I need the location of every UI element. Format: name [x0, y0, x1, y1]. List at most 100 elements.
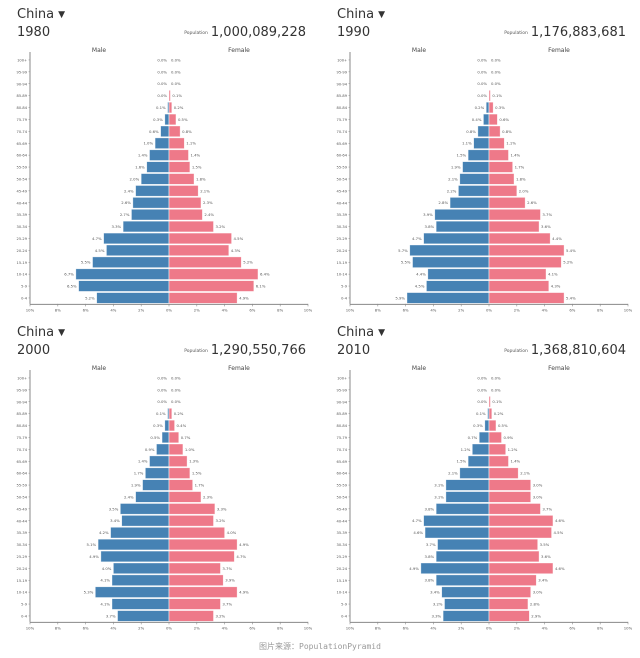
male-value-label: 0.3% — [473, 423, 483, 428]
x-tick-label: 2% — [514, 625, 520, 630]
age-group-label: 70-74 — [17, 448, 28, 452]
x-tick-label: 6% — [249, 625, 255, 630]
female-value-label: 0.0% — [171, 399, 181, 404]
male-bar — [435, 574, 490, 586]
male-value-label: 2.1% — [448, 471, 458, 476]
female-value-label: 1.7% — [515, 164, 525, 169]
dropdown-caret-icon: ▼ — [378, 10, 386, 20]
country-selector[interactable]: China ▼ — [17, 325, 65, 340]
female-bar — [168, 407, 173, 420]
year-label: 1980 — [17, 25, 51, 40]
age-group-label: 5-9 — [21, 603, 28, 607]
x-tick-label: 10% — [624, 625, 633, 630]
male-bar — [135, 491, 170, 503]
male-bar — [95, 586, 170, 598]
country-selector[interactable]: China ▼ — [337, 325, 385, 340]
female-value-label: 4.9% — [239, 590, 249, 595]
female-value-label: 3.6% — [541, 554, 551, 559]
male-value-label: 0.0% — [477, 399, 487, 404]
country-selector[interactable]: China ▼ — [17, 7, 65, 22]
female-value-label: 0.8% — [502, 129, 512, 134]
age-group-label: 85-89 — [337, 94, 348, 98]
male-bar — [117, 610, 170, 622]
age-group-label: 100+ — [337, 58, 347, 62]
female-value-label: 3.2% — [215, 224, 225, 229]
female-bar — [168, 292, 238, 304]
population-label: Population — [504, 31, 528, 36]
year-label: 2000 — [17, 343, 51, 358]
x-tick-label: 4% — [222, 307, 228, 312]
male-value-label: 1.2% — [461, 447, 471, 452]
male-value-label: 4.5% — [415, 283, 425, 288]
male-bar — [412, 256, 490, 268]
female-value-label: 2.6% — [527, 200, 537, 205]
female-bar — [488, 149, 509, 161]
country-name: China — [17, 325, 55, 340]
age-group-label: 15-19 — [337, 261, 348, 265]
population-readout: Population 1,000,089,228 — [184, 25, 306, 40]
female-value-label: 1.2% — [508, 447, 518, 452]
male-bar — [132, 197, 170, 209]
age-group-label: 20-24 — [17, 567, 28, 571]
male-value-label: 3.1% — [434, 482, 444, 487]
male-bar — [146, 161, 170, 173]
country-selector[interactable]: China ▼ — [337, 7, 385, 22]
female-value-label: 0.9% — [504, 435, 514, 440]
pyramid-panel-1990: China ▼ 1990 Population 1,176,883,681 Male… — [320, 0, 640, 318]
male-bar — [485, 101, 490, 114]
female-value-label: 3.5% — [540, 542, 550, 547]
x-tick-label: 10% — [346, 307, 355, 312]
female-value-label: 1.4% — [190, 153, 200, 158]
age-group-label: 25-29 — [17, 237, 28, 241]
x-tick-label: 4% — [430, 307, 436, 312]
age-group-label: 90-94 — [337, 82, 348, 86]
female-value-label: 1.5% — [192, 471, 202, 476]
male-bar — [423, 232, 490, 245]
x-tick-label: 8% — [277, 625, 283, 630]
country-name: China — [337, 325, 375, 340]
female-bar — [168, 256, 242, 268]
population-readout: Population 1,176,883,681 — [504, 25, 626, 40]
male-bar — [78, 280, 170, 292]
male-value-label: 1.9% — [451, 164, 461, 169]
age-group-label: 85-89 — [337, 412, 348, 416]
female-bar — [488, 256, 562, 268]
x-tick-label: 4% — [222, 625, 228, 630]
female-bar — [488, 443, 506, 455]
female-bar — [168, 431, 180, 444]
male-value-label: 0.4% — [472, 117, 482, 122]
female-bar — [488, 479, 532, 491]
age-group-label: 80-84 — [337, 106, 348, 110]
female-value-label: 0.0% — [171, 57, 181, 62]
female-bar — [168, 197, 202, 209]
male-bar — [424, 527, 490, 539]
male-bar — [435, 220, 490, 233]
male-bar — [467, 455, 490, 467]
female-value-label: 4.3% — [231, 248, 241, 253]
female-bar — [488, 527, 552, 539]
population-value: 1,368,810,604 — [530, 343, 626, 358]
age-group-label: 0-4 — [341, 296, 348, 300]
male-bar — [106, 244, 170, 256]
x-tick-label: 4% — [110, 307, 116, 312]
female-bar — [488, 407, 493, 420]
male-value-label: 1.1% — [462, 141, 472, 146]
x-tick-label: 8% — [597, 625, 603, 630]
male-value-label: 0.3% — [153, 117, 163, 122]
male-value-label: 0.0% — [477, 57, 487, 62]
female-value-label: 0.3% — [495, 105, 505, 110]
female-value-label: 1.4% — [510, 153, 520, 158]
male-value-label: 0.5% — [150, 435, 160, 440]
female-value-label: 4.7% — [236, 554, 246, 559]
male-value-label: 5.7% — [398, 248, 408, 253]
pyramid-panel-1980: China ▼ 1980 Population 1,000,089,228 Male… — [0, 0, 320, 318]
male-bar — [459, 467, 490, 479]
age-group-label: 40-44 — [17, 519, 28, 523]
male-value-label: 0.7% — [468, 435, 478, 440]
year-label: 1990 — [337, 25, 371, 40]
population-value: 1,290,550,766 — [210, 343, 306, 358]
age-group-label: 20-24 — [337, 567, 348, 571]
age-group-label: 40-44 — [337, 519, 348, 523]
x-tick-label: 2% — [138, 307, 144, 312]
female-header: Female — [548, 365, 570, 372]
